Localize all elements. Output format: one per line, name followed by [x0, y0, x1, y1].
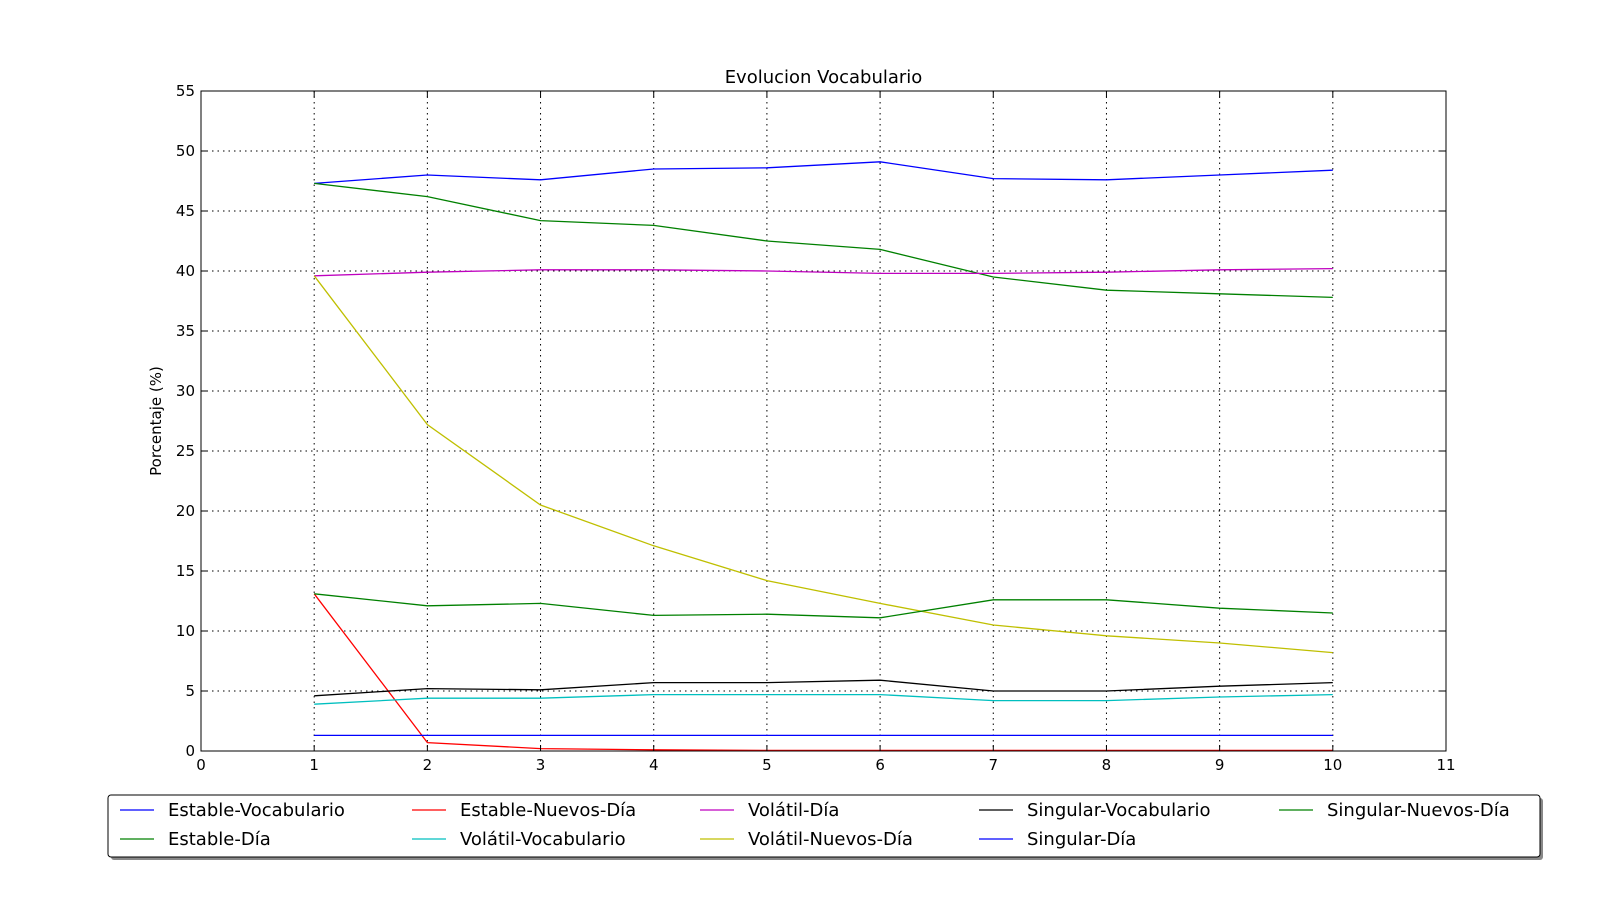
x-tick-label: 5	[762, 756, 772, 774]
series-line-singular-nuevos-d-a	[314, 593, 1333, 619]
legend-label: Estable-Día	[168, 829, 271, 850]
y-tick-label: 15	[176, 562, 195, 580]
legend-label: Estable-Vocabulario	[168, 800, 345, 821]
series-line-singular-vocabulario	[314, 679, 1333, 697]
y-tick-label: 50	[176, 142, 195, 160]
x-tick-label: 6	[875, 756, 885, 774]
y-tick-label: 10	[176, 622, 195, 640]
x-tick-label: 2	[423, 756, 433, 774]
series-line-vol-til-nuevos-d-a	[313, 275, 1333, 654]
x-tick-label: 0	[196, 756, 206, 774]
x-tick-label: 4	[649, 756, 659, 774]
y-tick-label: 30	[176, 382, 195, 400]
y-tick-label: 5	[185, 682, 195, 700]
legend-label: Volátil-Día	[748, 800, 839, 821]
legend-label: Volátil-Vocabulario	[460, 829, 626, 850]
series-line-vol-til-d-a	[314, 267, 1333, 277]
y-tick-label: 55	[176, 82, 195, 100]
x-tick-label: 10	[1323, 756, 1342, 774]
x-tick-label: 3	[536, 756, 546, 774]
legend-label: Volátil-Nuevos-Día	[748, 829, 913, 850]
chart-title: Evolucion Vocabulario	[725, 67, 923, 88]
y-tick-label: 25	[176, 442, 195, 460]
legend-label: Estable-Nuevos-Día	[460, 800, 636, 821]
y-axis-label: Porcentaje (%)	[147, 366, 165, 476]
legend: Estable-Vocabulario Estable-Día Estable-Nu…	[107, 794, 1543, 860]
legend-label: Singular-Vocabulario	[1027, 800, 1211, 821]
y-tick-label: 35	[176, 322, 195, 340]
y-tick-label: 40	[176, 262, 195, 280]
series-line-estable-nuevos-d-a	[313, 593, 1333, 752]
x-tick-label: 7	[988, 756, 998, 774]
x-tick-label: 9	[1215, 756, 1225, 774]
legend-label: Singular-Nuevos-Día	[1327, 800, 1510, 821]
y-tick-label: 0	[185, 742, 195, 760]
series-line-vol-til-vocabulario	[314, 693, 1333, 705]
y-tick-label: 20	[176, 502, 195, 520]
legend-box	[107, 794, 1541, 858]
x-tick-label: 1	[309, 756, 319, 774]
series-line-estable-d-a	[314, 182, 1333, 299]
plot-area-frame	[200, 90, 1447, 752]
y-tick-label: 45	[176, 202, 195, 220]
legend-label: Singular-Día	[1027, 829, 1136, 850]
series-lines	[313, 161, 1333, 752]
grid	[200, 90, 1447, 752]
x-tick-label: 8	[1102, 756, 1112, 774]
series-line-estable-vocabulario	[314, 161, 1333, 185]
x-tick-label: 11	[1436, 756, 1455, 774]
